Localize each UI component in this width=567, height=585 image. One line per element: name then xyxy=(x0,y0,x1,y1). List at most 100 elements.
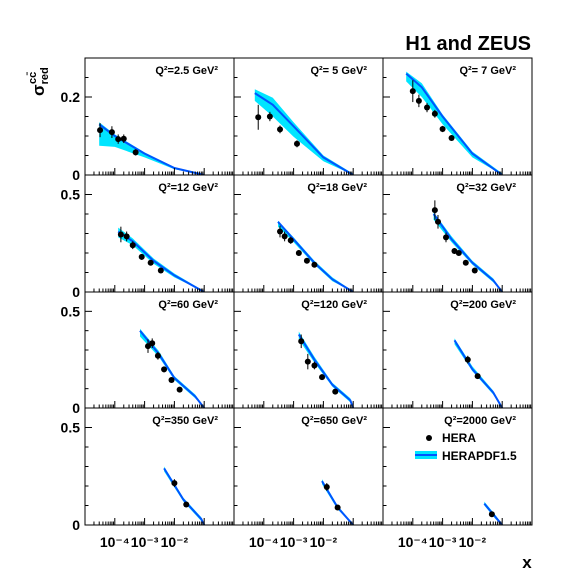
data-point-1 xyxy=(298,338,305,345)
data-point-4 xyxy=(295,250,302,256)
panel-32: Q²=32 GeV² xyxy=(382,174,533,293)
y-tick-label: 0 xyxy=(72,517,80,533)
data-point-3 xyxy=(154,352,161,359)
x-tick-label: 10⁻³ xyxy=(131,534,159,550)
data-point-2 xyxy=(334,504,341,511)
data-point-3 xyxy=(287,237,294,244)
panel-120: Q²=120 GeV² xyxy=(233,291,384,409)
data-point-5 xyxy=(455,250,462,256)
y-axis-label-sup: cc̄ xyxy=(27,72,39,84)
legend-marker-hera xyxy=(426,435,432,441)
panel-title: Q²=350 GeV² xyxy=(152,415,218,427)
data-point-1 xyxy=(431,207,438,214)
prediction-curve xyxy=(117,230,205,292)
prediction-curve xyxy=(483,502,503,525)
uncertainty-band xyxy=(118,227,205,292)
panel-650: 10⁻⁴ 10⁻³ 10⁻² Q²=650 GeV² xyxy=(233,407,384,550)
data-point-4 xyxy=(120,135,127,142)
panel-title: Q²=200 GeV² xyxy=(450,299,516,311)
prediction-curve xyxy=(98,123,205,175)
data-point-1 xyxy=(117,231,124,238)
data-point-1 xyxy=(277,228,284,235)
data-point-4 xyxy=(319,374,326,381)
uncertainty-band xyxy=(140,328,205,408)
data-point-1 xyxy=(255,114,262,121)
data-point-2 xyxy=(281,233,288,240)
data-point-7 xyxy=(471,267,478,274)
data-point-3 xyxy=(442,234,449,241)
data-point-4 xyxy=(293,140,300,147)
panel-title: Q²=12 GeV² xyxy=(158,182,218,194)
panel-5: Q²= 5 GeV² xyxy=(233,57,384,176)
panel-title: Q²=120 GeV² xyxy=(301,299,367,311)
data-point-1 xyxy=(171,480,178,487)
data-point-2 xyxy=(415,97,422,104)
y-axis-label: σred cc̄ xyxy=(27,67,51,96)
y-tick-label: 0.5 xyxy=(61,187,81,203)
prediction-curve xyxy=(405,72,503,175)
panel-200: Q²=200 GeV² xyxy=(382,291,533,409)
x-axis-label: x xyxy=(522,553,532,572)
x-tick-label: 10⁻⁴ xyxy=(100,534,130,550)
data-point-1 xyxy=(323,483,330,490)
panel-18: Q²=18 GeV² xyxy=(233,174,384,293)
legend-label-herapdf: HERAPDF1.5 xyxy=(442,449,517,463)
data-point-4 xyxy=(138,253,145,260)
prediction-curve xyxy=(453,339,504,408)
panel-7: Q²= 7 GeV² xyxy=(382,57,533,176)
data-point-5 xyxy=(439,125,446,132)
y-tick-label: 0.5 xyxy=(61,303,81,319)
panel-title: Q²=32 GeV² xyxy=(456,182,516,194)
uncertainty-band xyxy=(278,220,354,292)
data-point-3 xyxy=(311,362,318,369)
data-point-2 xyxy=(149,340,156,347)
data-point-3 xyxy=(424,104,431,111)
prediction-curve xyxy=(163,467,206,525)
data-point-2 xyxy=(266,113,273,120)
x-tick-label: 10⁻² xyxy=(459,534,487,550)
figure-title: H1 and ZEUS xyxy=(405,33,531,55)
data-point-5 xyxy=(332,388,339,395)
y-axis-label-sub: red xyxy=(39,67,51,84)
y-tick-label: 0 xyxy=(72,167,80,183)
x-tick-label: 10⁻² xyxy=(310,534,338,550)
uncertainty-band xyxy=(433,212,503,292)
data-point-2 xyxy=(108,129,115,136)
data-point-6 xyxy=(157,267,164,274)
svg-text:σred: σred xyxy=(29,67,51,96)
x-tick-label: 10⁻³ xyxy=(280,534,308,550)
data-point-1 xyxy=(409,88,416,95)
data-point-1 xyxy=(144,343,151,350)
data-point-2 xyxy=(183,501,190,508)
y-tick-label: 0.2 xyxy=(61,89,81,105)
data-point-1 xyxy=(488,511,495,518)
data-point-3 xyxy=(129,242,136,249)
uncertainty-band xyxy=(99,122,205,175)
panel-title: Q²= 7 GeV² xyxy=(459,65,516,77)
data-point-2 xyxy=(434,218,441,225)
data-point-2 xyxy=(123,233,130,240)
data-point-6 xyxy=(462,259,469,266)
panel-title: Q²=2000 GeV² xyxy=(444,415,516,427)
data-point-2 xyxy=(304,358,311,365)
data-point-6 xyxy=(311,261,318,268)
x-tick-label: 10⁻³ xyxy=(429,534,457,550)
data-point-3 xyxy=(277,126,284,133)
data-point-6 xyxy=(176,386,183,393)
legend: HERA HERAPDF1.5 xyxy=(415,431,517,463)
panel-60: 0 0.5 Q²=60 GeV² xyxy=(61,291,235,416)
x-tick-label: 10⁻⁴ xyxy=(398,534,428,550)
data-point-4 xyxy=(431,110,438,117)
panel-title: Q²=18 GeV² xyxy=(307,182,367,194)
panel-12: 0 0.5 Q²=12 GeV² xyxy=(61,174,235,300)
x-tick-label: 10⁻² xyxy=(161,534,189,550)
data-point-5 xyxy=(168,376,175,383)
data-point-4 xyxy=(161,366,168,373)
data-point-2 xyxy=(474,373,481,380)
prediction-curve xyxy=(254,92,354,175)
panels-group: 0 0.2 Q²=2.5 GeV² Q²= 5 GeV² Q²= 7 GeV² 0 0.5 Q… xyxy=(61,57,533,550)
data-point-5 xyxy=(132,149,139,156)
x-tick-label: 10⁻⁴ xyxy=(249,534,279,550)
panel-title: Q²=60 GeV² xyxy=(158,299,218,311)
legend-label-hera: HERA xyxy=(442,431,476,445)
